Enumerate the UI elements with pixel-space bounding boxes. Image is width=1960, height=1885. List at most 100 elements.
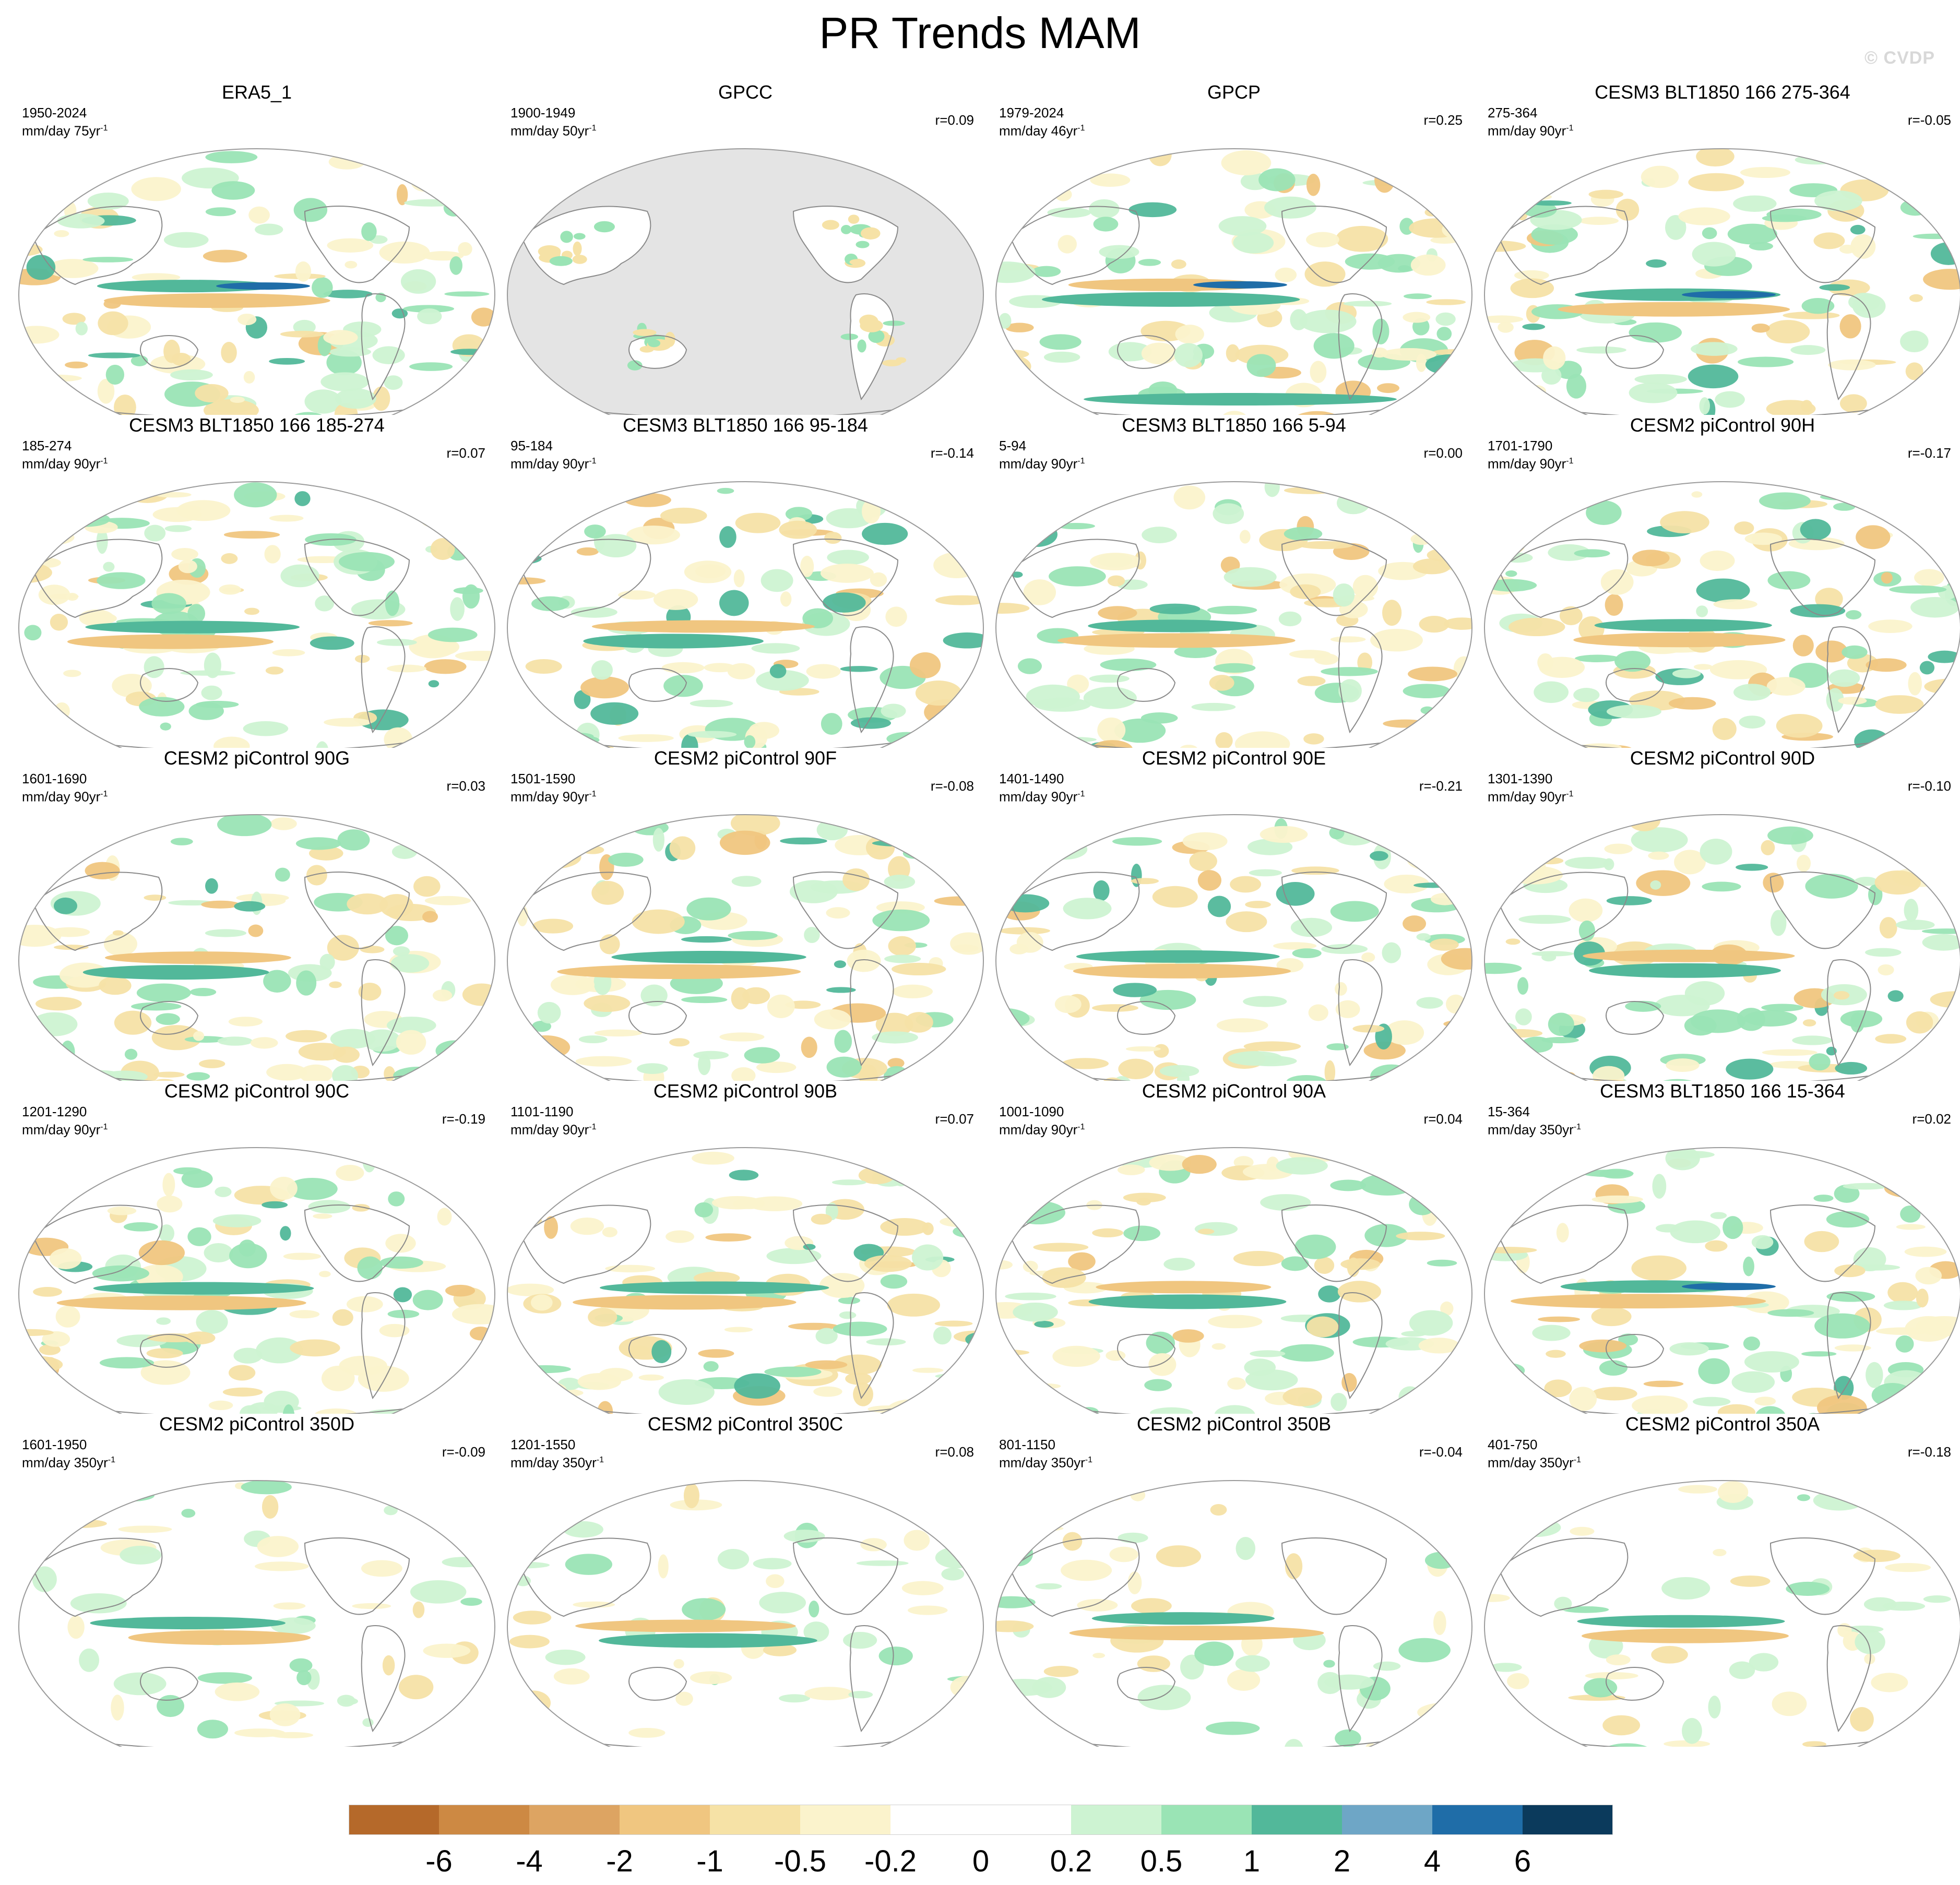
trend-map — [1484, 148, 1960, 415]
trend-map — [995, 814, 1472, 1081]
panel-correlation: r=-0.21 — [1419, 778, 1463, 794]
panel-units: mm/day 50yr-1 — [510, 121, 597, 139]
trend-map — [995, 1147, 1472, 1414]
trend-map — [995, 481, 1472, 748]
panel-title: ERA5_1 — [221, 81, 292, 103]
panel-title: CESM2 piControl 90A — [1142, 1080, 1326, 1102]
panel-units-text: mm/day 90yr — [1488, 789, 1566, 805]
globe-outline — [995, 148, 1472, 415]
trend-map — [507, 1480, 984, 1747]
colorbar-swatch — [529, 1805, 620, 1835]
panel-correlation: r=0.04 — [1423, 1111, 1463, 1127]
panel-units-exponent: -1 — [596, 1455, 604, 1464]
panel-units-text: mm/day 90yr — [1488, 123, 1566, 139]
globe-outline — [507, 1147, 984, 1414]
colorbar-tick-label: 2 — [1334, 1844, 1350, 1878]
panel-period: 1001-1090 — [999, 1104, 1064, 1119]
panel-units-exponent: -1 — [1573, 1455, 1581, 1464]
panel-period: 1979-2024 — [999, 105, 1064, 121]
panel-period: 185-274 — [22, 438, 72, 454]
panel-units-exponent: -1 — [100, 790, 108, 798]
panel-units-text: mm/day 90yr — [510, 789, 589, 805]
colorbar-swatch — [1342, 1805, 1432, 1835]
panel-title: CESM3 BLT1850 166 15-364 — [1600, 1080, 1845, 1102]
colorbar-tick-label: -1 — [696, 1844, 723, 1878]
globe-background — [19, 1148, 495, 1414]
map-panel: CESM2 piControl 350D 1601-1950 mm/day 350y… — [13, 1413, 501, 1747]
trend-map — [507, 481, 984, 748]
panel-units-exponent: -1 — [100, 124, 108, 133]
colorbar-tick-label: 0 — [972, 1844, 989, 1878]
trend-map — [18, 1480, 495, 1747]
panel-units-text: mm/day 350yr — [1488, 1122, 1574, 1138]
panel-units-exponent: -1 — [1077, 457, 1085, 466]
panel-units: mm/day 90yr-1 — [1488, 454, 1574, 472]
trend-map — [18, 1147, 495, 1414]
trend-map — [507, 1147, 984, 1414]
panel-title: CESM2 piControl 90F — [654, 747, 837, 769]
panel-period: 1201-1550 — [510, 1437, 576, 1452]
panel-units-exponent: -1 — [1566, 790, 1574, 798]
panel-units-text: mm/day 350yr — [1488, 1454, 1574, 1471]
colorbar-swatch — [1432, 1805, 1523, 1835]
map-panel: ERA5_1 1950-2024 mm/day 75yr-1 — [13, 81, 501, 415]
trend-map — [995, 1480, 1472, 1747]
panel-units-text: mm/day 90yr — [510, 1122, 589, 1138]
panel-units-text: mm/day 90yr — [22, 789, 101, 805]
colorbar-tick-label: 0.5 — [1141, 1844, 1183, 1878]
panel-title: CESM3 BLT1850 166 185-274 — [129, 414, 385, 436]
globe-outline — [1484, 148, 1960, 415]
panel-title: CESM2 piControl 350A — [1625, 1413, 1820, 1435]
panel-period: 1301-1390 — [1488, 771, 1553, 786]
panel-units: mm/day 90yr-1 — [510, 786, 597, 805]
panel-title: CESM2 piControl 350D — [159, 1413, 355, 1435]
panel-period: 1601-1690 — [22, 771, 87, 786]
panel-title: CESM2 piControl 90E — [1142, 747, 1326, 769]
panel-units-exponent: -1 — [100, 1123, 108, 1131]
panel-period: 1501-1590 — [510, 771, 576, 786]
panel-units-text: mm/day 46yr — [999, 123, 1078, 139]
trend-map — [18, 148, 495, 415]
map-panel: CESM3 BLT1850 166 5-94 5-94 mm/day 90yr-1 r… — [990, 414, 1478, 748]
colorbar-swatch — [981, 1805, 1071, 1835]
panel-title: CESM2 piControl 90H — [1630, 414, 1815, 436]
panel-units: mm/day 90yr-1 — [22, 786, 108, 805]
map-panel-grid: ERA5_1 1950-2024 mm/day 75yr-1 GPCC 1900-194… — [13, 81, 1960, 1747]
panel-correlation: r=0.09 — [935, 112, 974, 128]
map-panel: CESM2 piControl 90H 1701-1790 mm/day 90yr-… — [1478, 414, 1960, 748]
panel-units-exponent: -1 — [1085, 1455, 1092, 1464]
panel-units: mm/day 350yr-1 — [1488, 1452, 1581, 1471]
panel-units-exponent: -1 — [589, 1123, 597, 1131]
panel-correlation: r=-0.17 — [1907, 445, 1951, 461]
map-panel: CESM2 piControl 90C 1201-1290 mm/day 90yr-… — [13, 1080, 501, 1414]
globe-background — [507, 1481, 983, 1747]
panel-period: 1950-2024 — [22, 105, 87, 121]
panel-title: CESM2 piControl 90G — [163, 747, 350, 769]
panel-units: mm/day 46yr-1 — [999, 121, 1085, 139]
panel-title: GPCC — [718, 81, 773, 103]
panel-units-text: mm/day 350yr — [510, 1454, 597, 1471]
panel-units-exponent: -1 — [1566, 124, 1574, 133]
panel-title: CESM2 piControl 350B — [1136, 1413, 1332, 1435]
colorbar-tick-label: 4 — [1424, 1844, 1441, 1878]
globe-outline — [507, 1480, 984, 1747]
panel-period: 1601-1950 — [22, 1437, 87, 1452]
panel-units-text: mm/day 50yr — [510, 123, 589, 139]
globe-background — [1484, 1481, 1960, 1747]
trend-map — [18, 814, 495, 1081]
panel-units: mm/day 90yr-1 — [510, 1119, 597, 1138]
panel-units-text: mm/day 350yr — [22, 1454, 108, 1471]
panel-title: CESM3 BLT1850 166 5-94 — [1122, 414, 1346, 436]
panel-units-exponent: -1 — [108, 1455, 115, 1464]
panel-units: mm/day 75yr-1 — [22, 121, 108, 139]
colorbar-tick-label: 0.2 — [1050, 1844, 1092, 1878]
panel-units-text: mm/day 90yr — [510, 456, 589, 472]
panel-correlation: r=-0.18 — [1907, 1444, 1951, 1460]
panel-units: mm/day 90yr-1 — [22, 454, 108, 472]
colorbar: -6 -4 -2 -1 -0.5 -0.2 0 0.2 0.5 1 2 4 6 — [349, 1805, 1613, 1878]
panel-correlation: r=0.25 — [1423, 112, 1463, 128]
colorbar-swatch — [1071, 1805, 1161, 1835]
panel-period: 1201-1290 — [22, 1104, 87, 1119]
globe-outline — [1484, 1480, 1960, 1747]
panel-units: mm/day 90yr-1 — [1488, 121, 1574, 139]
